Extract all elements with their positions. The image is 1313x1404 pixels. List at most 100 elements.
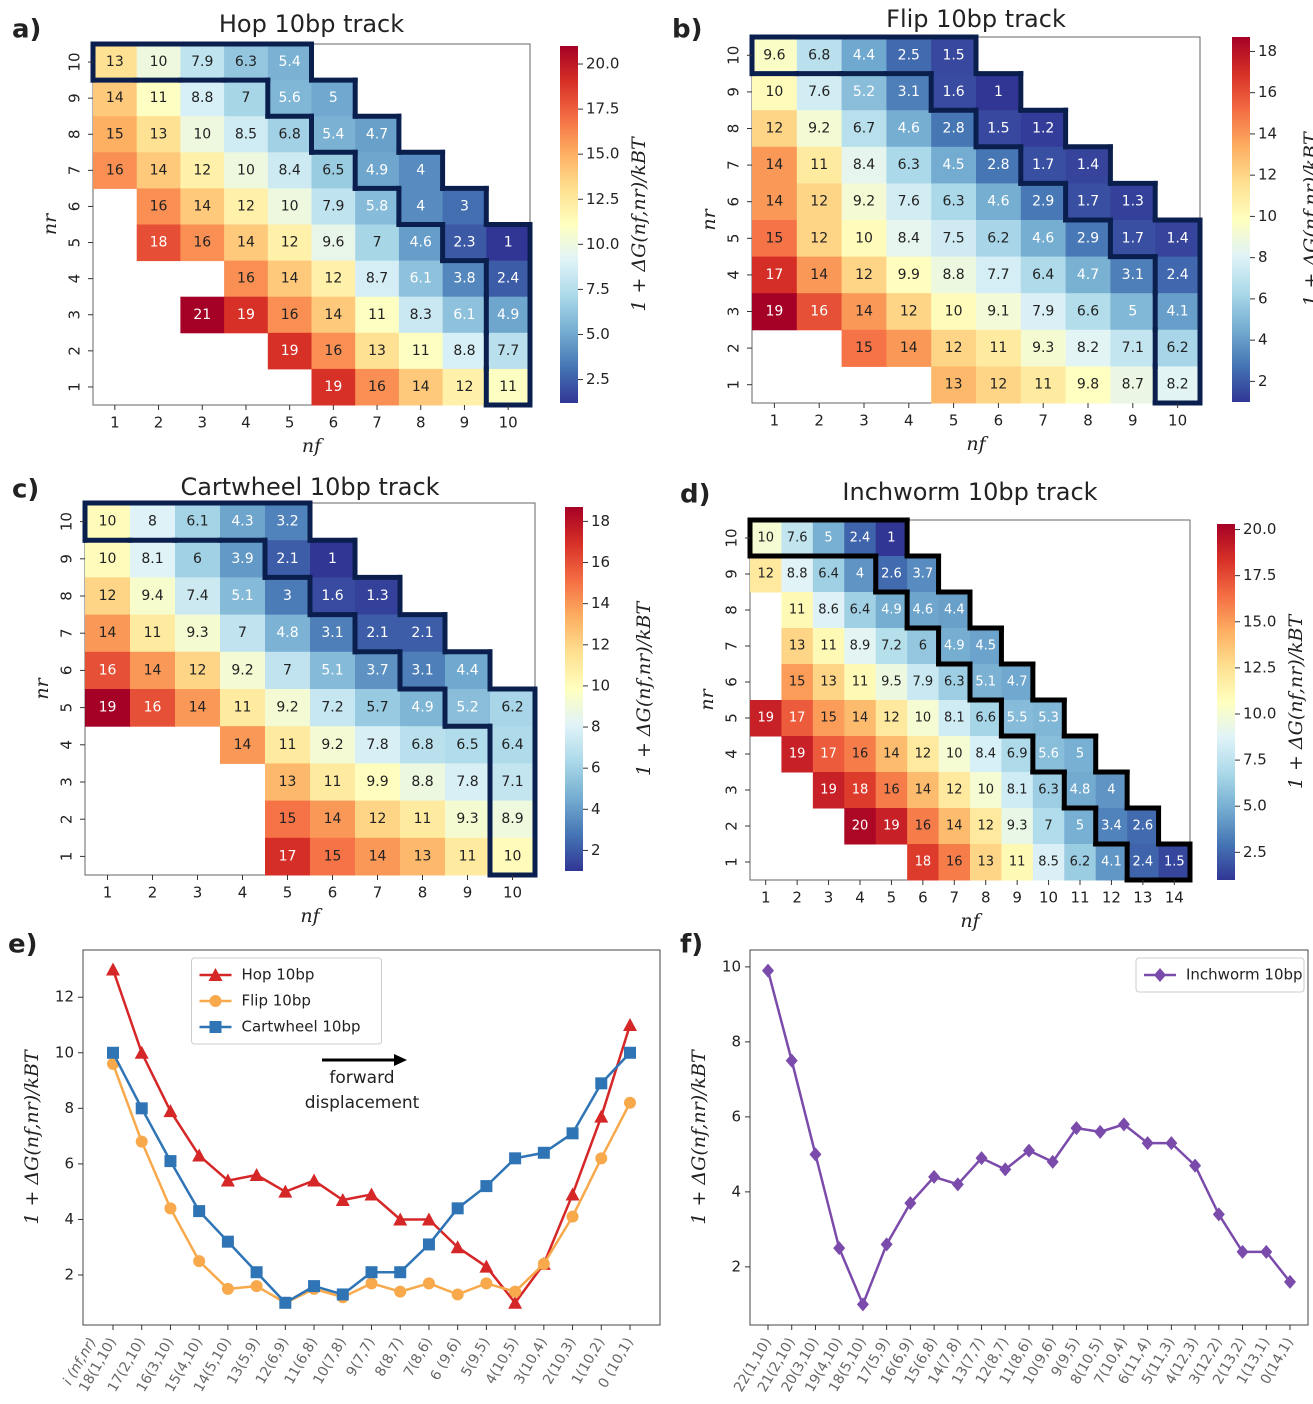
heatmap-cell <box>224 80 269 117</box>
y-tick-label: 2 <box>723 821 741 831</box>
heatmap-cell <box>1065 329 1111 367</box>
heatmap-cell <box>752 293 798 331</box>
chart-title: Flip 10bp track <box>886 5 1066 33</box>
heatmap-cell <box>355 726 401 764</box>
heatmap-cell <box>938 592 971 629</box>
y-tick-label: 10 <box>725 46 743 65</box>
cell-label: 6.4 <box>501 737 523 753</box>
x-tick-label: 6 <box>994 412 1004 430</box>
cell-label: 4.5 <box>975 639 996 654</box>
marker <box>393 1212 408 1226</box>
x-tick-label: 6 <box>918 889 928 907</box>
heatmap-cell <box>841 293 887 331</box>
cell-label: 14 <box>150 162 168 178</box>
heatmap-cell <box>976 146 1022 184</box>
heatmap-cell <box>976 329 1022 367</box>
heatmap-cell <box>355 260 400 298</box>
marker <box>278 1184 293 1198</box>
cell-label: 3.1 <box>321 625 343 641</box>
heatmap-cell <box>310 577 356 616</box>
heatmap-cell <box>875 556 908 593</box>
heatmap-cell <box>175 577 221 616</box>
heatmap-cell <box>841 146 887 184</box>
cell-label: 9.9 <box>898 267 920 283</box>
cell-label: 8.1 <box>944 711 965 726</box>
colorbar-tick-label: 12 <box>1258 166 1277 184</box>
cell-label: 4.8 <box>1070 783 1091 798</box>
cell-label: 4.1 <box>1166 304 1188 320</box>
heatmap-cell <box>1020 183 1067 221</box>
cell-label: 9.3 <box>186 625 208 641</box>
heatmap-cell <box>976 256 1022 294</box>
heatmap-cell <box>844 628 877 665</box>
heatmap-cell <box>93 116 138 153</box>
colorbar-tick-label: 6 <box>1258 289 1268 307</box>
chart-title: Cartwheel 10bp track <box>180 473 439 501</box>
heatmap-cell <box>841 220 887 258</box>
cell-label: 19 <box>757 711 774 726</box>
cell-label: 15 <box>106 126 124 142</box>
cell-label: 14 <box>106 90 124 106</box>
marker <box>192 1148 207 1162</box>
cell-label: 7.9 <box>913 675 934 690</box>
heatmap-cell <box>1155 220 1201 258</box>
y-tick-label: 4 <box>64 1210 74 1228</box>
cell-label: 12 <box>99 588 117 604</box>
heatmap-cell <box>844 700 877 737</box>
cell-label: 12 <box>810 230 828 246</box>
heatmap-cell <box>841 183 887 221</box>
cell-label: 15 <box>820 711 837 726</box>
heatmap-cell <box>1064 808 1097 845</box>
heatmap-cell <box>442 188 487 225</box>
heatmap-cell <box>265 763 311 802</box>
cell-label: 10 <box>946 747 963 762</box>
heatmap-cell <box>938 772 971 809</box>
heatmap-cell <box>931 146 977 184</box>
heatmap-cell <box>1064 844 1097 881</box>
y-tick-label: 8 <box>725 124 743 134</box>
colorbar-tick-label: 16 <box>1258 83 1277 101</box>
heatmap-cell <box>1095 772 1128 809</box>
heatmap-cell <box>875 700 908 737</box>
panel-label: b) <box>672 15 703 45</box>
cell-label: 19 <box>789 747 806 762</box>
heatmap-cell <box>841 37 887 75</box>
heatmap-cell <box>398 260 444 298</box>
marker <box>1154 968 1166 982</box>
cell-label: 5.6 <box>279 90 301 106</box>
heatmap-cell <box>175 689 221 727</box>
colorbar-tick-label: 18 <box>591 512 610 530</box>
heatmap-cell <box>841 110 887 148</box>
cell-label: 8.9 <box>850 639 871 654</box>
y-tick-label: 9 <box>725 87 743 97</box>
cell-label: 14 <box>915 783 932 798</box>
heatmap-cell <box>841 256 887 294</box>
cell-label: 11 <box>499 379 517 395</box>
heatmap-cell <box>1065 220 1111 258</box>
cell-label: 8.8 <box>942 267 964 283</box>
heatmap-cell <box>1001 844 1034 881</box>
heatmap-cell <box>1065 256 1111 294</box>
cell-label: 4.5 <box>942 157 964 173</box>
cell-label: 7.6 <box>808 84 830 100</box>
colorbar-tick-label: 15.0 <box>1243 612 1276 630</box>
heatmap-cell <box>311 80 356 117</box>
marker <box>107 1046 119 1059</box>
cell-label: 16 <box>810 304 828 320</box>
cell-label: 17 <box>279 848 297 864</box>
heatmap-cell <box>355 837 401 876</box>
marker <box>451 1288 464 1301</box>
heatmap-cell <box>265 540 311 578</box>
heatmap-cell <box>355 332 400 370</box>
cell-label: 14 <box>281 271 299 287</box>
heatmap-cell <box>812 592 845 629</box>
heatmap-cell <box>886 183 932 221</box>
heatmap-cell <box>180 80 225 117</box>
x-tick-label: 5 <box>285 414 295 432</box>
heatmap-cell <box>224 224 269 262</box>
cell-label: 6.3 <box>942 194 964 210</box>
cell-label: 6.1 <box>186 514 208 530</box>
cell-label: 5 <box>824 531 832 546</box>
colorbar-tick-label: 7.5 <box>586 280 610 298</box>
cell-label: 4.4 <box>853 47 875 63</box>
